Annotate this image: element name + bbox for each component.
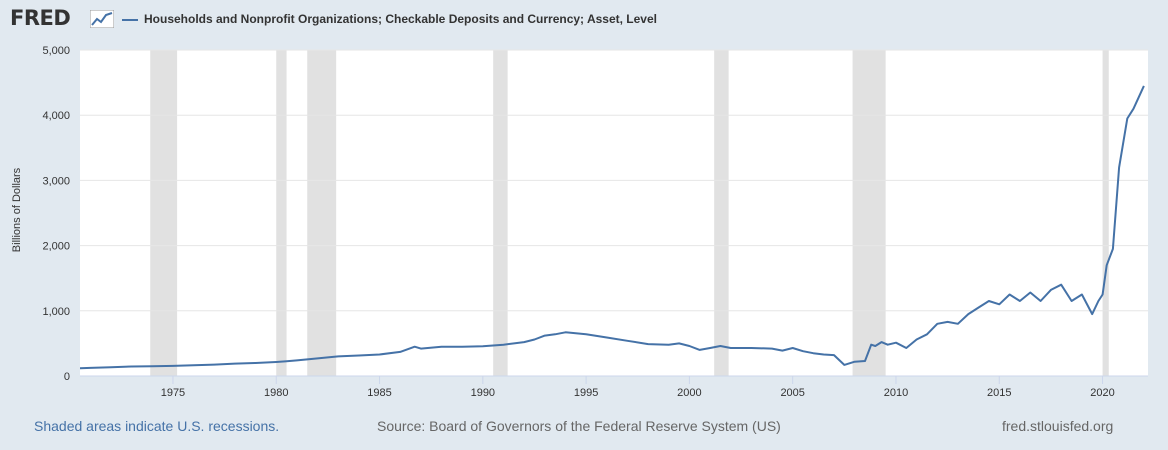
y-tick-label: 0 — [64, 371, 70, 383]
recession-note: Shaded areas indicate U.S. recessions. — [34, 418, 280, 434]
x-tick-label: 2005 — [780, 387, 804, 399]
chart-header: FRED Households and Nonprofit Organizati… — [0, 0, 1168, 40]
legend-label: Households and Nonprofit Organizations; … — [144, 12, 657, 26]
x-tick-label: 2020 — [1090, 387, 1114, 399]
site-link[interactable]: fred.stlouisfed.org — [1002, 418, 1114, 434]
y-tick-label: 5,000 — [42, 45, 70, 57]
y-tick-label: 3,000 — [42, 175, 70, 187]
recession-shade — [1102, 50, 1109, 376]
y-tick-label: 4,000 — [42, 110, 70, 122]
x-tick-label: 1980 — [264, 387, 288, 399]
recession-shade — [276, 50, 287, 376]
x-tick-label: 1990 — [471, 387, 495, 399]
fred-logo[interactable]: FRED — [10, 6, 71, 30]
x-tick-label: 2000 — [677, 387, 701, 399]
chart-legend: Households and Nonprofit Organizations; … — [122, 12, 657, 26]
y-tick-label: 2,000 — [42, 241, 70, 253]
y-tick-label: 1,000 — [42, 306, 70, 318]
recession-shade — [714, 50, 729, 376]
fred-logo-graph-icon — [90, 10, 114, 28]
plot-area — [80, 50, 1148, 376]
x-tick-label: 1985 — [367, 387, 391, 399]
recession-shade — [852, 50, 886, 376]
series-line — [79, 85, 1145, 370]
x-tick-label: 2015 — [987, 387, 1011, 399]
x-tick-label: 1975 — [161, 387, 185, 399]
legend-line-swatch — [122, 18, 138, 21]
recession-shade — [307, 50, 337, 376]
x-tick-label: 1995 — [574, 387, 598, 399]
recession-shade — [493, 50, 508, 376]
recession-shade — [150, 50, 178, 376]
x-tick-label: 2010 — [884, 387, 908, 399]
source-note: Source: Board of Governors of the Federa… — [377, 418, 781, 434]
